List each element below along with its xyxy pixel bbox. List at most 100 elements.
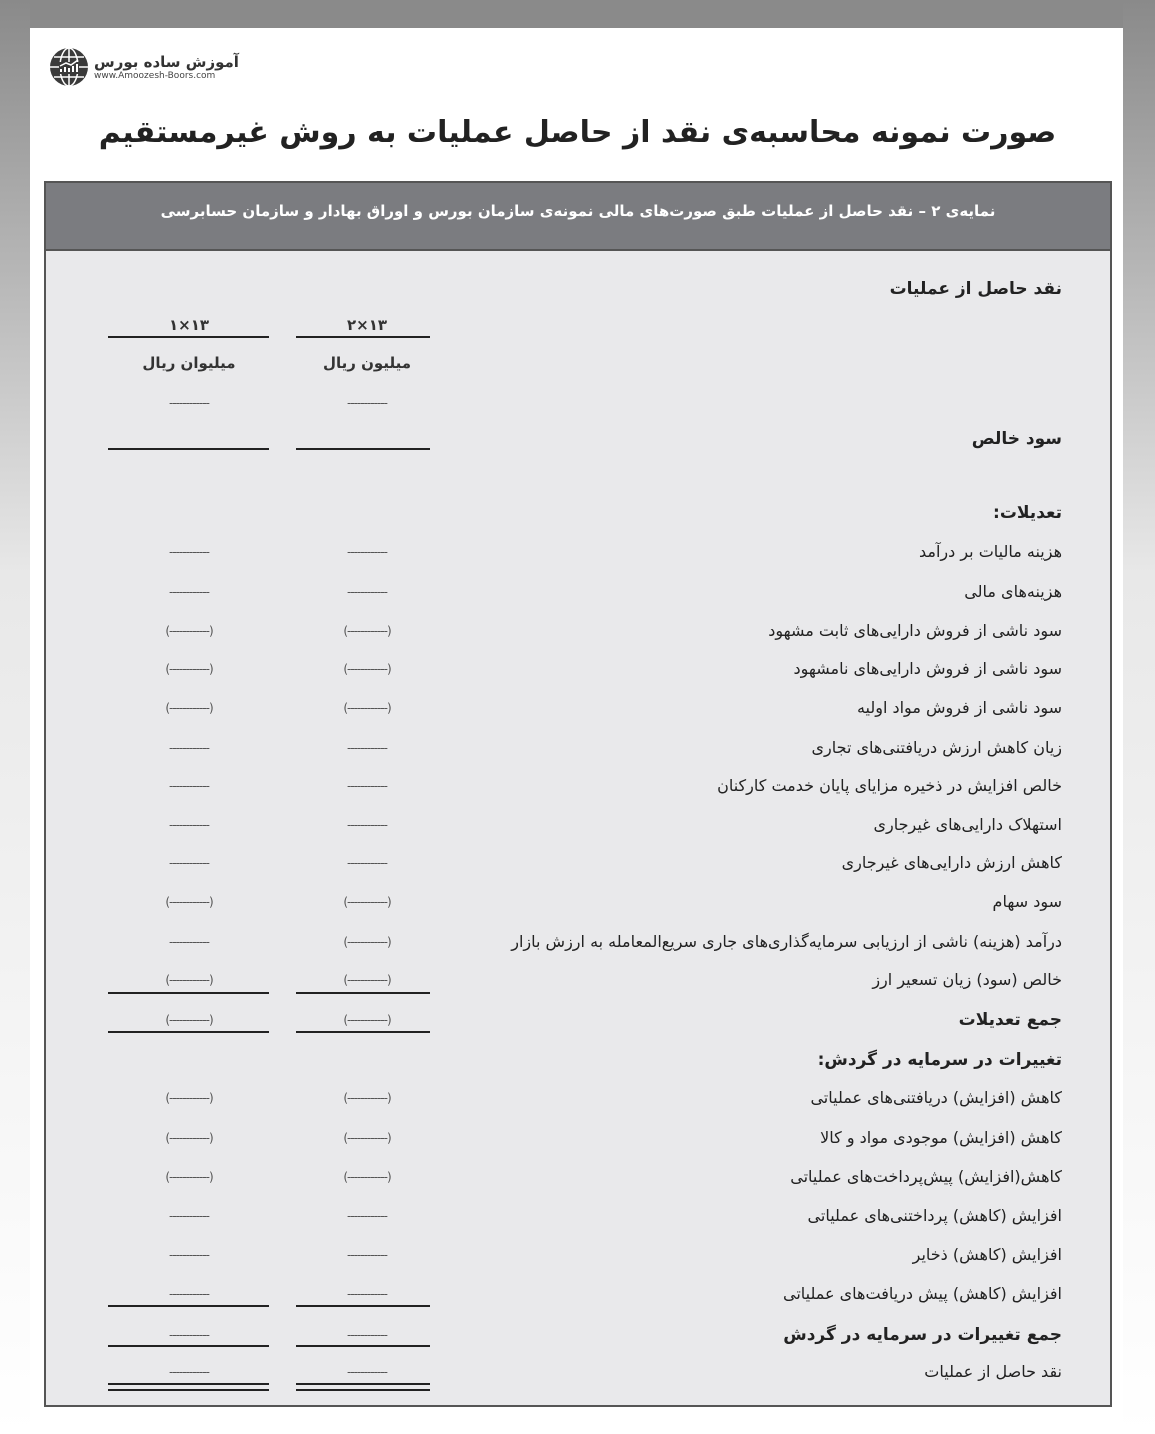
- value-1301: ------------: [169, 545, 210, 559]
- table-row: هزینه مالیات بر درآمد ------------ -------…: [46, 537, 1110, 567]
- value-1302: (------------): [343, 662, 391, 676]
- table-heading-row: نقد حاصل از عملیات: [46, 274, 1110, 304]
- value-1302: ------------: [347, 545, 388, 559]
- value-1301: (------------): [165, 1091, 213, 1105]
- value-1302: (------------): [343, 1013, 391, 1027]
- table-row: سود خالص: [46, 424, 1110, 454]
- underline: [108, 1031, 269, 1033]
- cash-flow-table: نمایه‌ی ۲ – نقد حاصل از عملیات طبق صورت‌…: [44, 181, 1112, 1407]
- underline: [296, 1031, 430, 1033]
- value-1301: ------------: [169, 779, 210, 793]
- value-1301: (------------): [165, 624, 213, 638]
- value-1301: ------------: [169, 1365, 210, 1379]
- column-unit-1301: میلیوان ریال: [142, 354, 236, 372]
- table-row: درآمد (هزینه) ناشی از ارزیابی سرمایه‌گذا…: [46, 927, 1110, 957]
- row-label: سود سهام: [992, 892, 1062, 911]
- row-label: افزایش (کاهش) ذخایر: [912, 1245, 1062, 1264]
- value-1302: ------------: [347, 818, 388, 832]
- row-label: نقد حاصل از عملیات: [924, 1362, 1062, 1381]
- underline: [296, 1305, 430, 1307]
- table-row: افزایش (کاهش) ذخایر ------------ ---------…: [46, 1240, 1110, 1270]
- value-1301: (------------): [165, 662, 213, 676]
- page-title: صورت نمونه محاسبه‌ی نقد از حاصل عملیات ب…: [98, 115, 1057, 150]
- row-label: تعدیلات:: [993, 503, 1062, 523]
- value-1301: (------------): [165, 1131, 213, 1145]
- column-year-1302: ۱۳×۲: [346, 316, 388, 334]
- table-row: خالص (سود) زیان تسعیر ارز (------------) (…: [46, 965, 1110, 995]
- underline: [296, 448, 430, 450]
- table-row: سود ناشی از فروش دارایی‌های ثابت مشهود (-…: [46, 616, 1110, 646]
- value-1301: ------------: [169, 818, 210, 832]
- row-label: جمع تعدیلات: [958, 1010, 1062, 1030]
- value-1302: (------------): [343, 895, 391, 909]
- row-label: کاهش (افزایش) دریافتنی‌های عملیاتی: [810, 1088, 1062, 1107]
- table-row: کاهش (افزایش) دریافتنی‌های عملیاتی (-----…: [46, 1083, 1110, 1113]
- table-row: تعدیلات:: [46, 498, 1110, 528]
- value-1302: ------------: [347, 1287, 388, 1301]
- row-label: سود خالص: [971, 429, 1062, 449]
- value-1301: ------------: [169, 1209, 210, 1223]
- row-label: کاهش(افزایش) پیش‌پرداخت‌های عملیاتی: [790, 1167, 1062, 1186]
- value-1301: (------------): [165, 701, 213, 715]
- table-row: سود ناشی از فروش مواد اولیه (------------…: [46, 693, 1110, 723]
- table-row: استهلاک دارایی‌های غیرجاری ------------ --…: [46, 810, 1110, 840]
- table-row: کاهش(افزایش) پیش‌پرداخت‌های عملیاتی (----…: [46, 1162, 1110, 1192]
- row-label: خالص (سود) زیان تسعیر ارز: [872, 970, 1062, 989]
- table-row: افزایش (کاهش) پیش دریافت‌های عملیاتی ----…: [46, 1279, 1110, 1309]
- value-1301: ------------: [169, 1287, 210, 1301]
- value-1301: (------------): [165, 1013, 213, 1027]
- value-1301: (------------): [165, 1170, 213, 1184]
- row-label: تغییرات در سرمایه در گردش:: [817, 1050, 1062, 1070]
- logo: آموزش ساده بورس www.Amoozesh-Boors.com: [48, 46, 239, 88]
- table-row: جمع تعدیلات (------------) (------------): [46, 1005, 1110, 1035]
- row-label: درآمد (هزینه) ناشی از ارزیابی سرمایه‌گذا…: [511, 932, 1062, 951]
- table-caption: نمایه‌ی ۲ – نقد حاصل از عملیات طبق صورت‌…: [46, 183, 1110, 251]
- value-1302: (------------): [343, 935, 391, 949]
- row-label: سود ناشی از فروش دارایی‌های نامشهود: [793, 659, 1062, 678]
- value-1302: (------------): [343, 701, 391, 715]
- value-1302: (------------): [343, 973, 391, 987]
- value-1301: ------------: [169, 585, 210, 599]
- logo-url: www.Amoozesh-Boors.com: [94, 71, 216, 81]
- value-1302: ------------: [347, 396, 388, 410]
- column-divider: [108, 336, 269, 338]
- value-1302: ------------: [347, 1248, 388, 1262]
- row-label: زیان کاهش ارزش دریافتنی‌های تجاری: [811, 738, 1062, 757]
- value-1301: ------------: [169, 1248, 210, 1262]
- value-1302: ------------: [347, 1365, 388, 1379]
- table-row: نقد حاصل از عملیات ------------ ----------…: [46, 1357, 1110, 1387]
- underline: [108, 1305, 269, 1307]
- underline: [296, 1345, 430, 1347]
- table-heading: نقد حاصل از عملیات: [889, 279, 1062, 299]
- table-row: کاهش (افزایش) موجودی مواد و کالا (-------…: [46, 1123, 1110, 1153]
- value-1302: (------------): [343, 1091, 391, 1105]
- table-row: ------------ ------------: [46, 388, 1110, 418]
- value-1301: ------------: [169, 396, 210, 410]
- value-1302: ------------: [347, 585, 388, 599]
- value-1302: (------------): [343, 1131, 391, 1145]
- unit-header-row: میلیون ریال میلیوان ریال: [46, 348, 1110, 378]
- value-1301: ------------: [169, 856, 210, 870]
- year-header-row: ۱۳×۲ ۱۳×۱: [46, 310, 1110, 340]
- row-label: جمع تغییرات در سرمایه در گردش: [783, 1325, 1062, 1345]
- underline: [296, 992, 430, 994]
- logo-name: آموزش ساده بورس: [94, 53, 239, 71]
- table-row: سود ناشی از فروش دارایی‌های نامشهود (----…: [46, 654, 1110, 684]
- value-1301: ------------: [169, 741, 210, 755]
- table-row: هزینه‌های مالی ------------ ------------: [46, 577, 1110, 607]
- row-label: استهلاک دارایی‌های غیرجاری: [873, 815, 1063, 834]
- value-1302: ------------: [347, 1328, 388, 1342]
- value-1301: (------------): [165, 895, 213, 909]
- table-row: تغییرات در سرمایه در گردش:: [46, 1045, 1110, 1075]
- value-1302: (------------): [343, 624, 391, 638]
- row-label: هزینه مالیات بر درآمد: [918, 542, 1062, 561]
- value-1302: ------------: [347, 856, 388, 870]
- table-row: سود سهام (------------) (------------): [46, 887, 1110, 917]
- value-1301: ------------: [169, 1328, 210, 1342]
- row-label: سود ناشی از فروش مواد اولیه: [856, 698, 1062, 717]
- row-label: سود ناشی از فروش دارایی‌های ثابت مشهود: [768, 621, 1062, 640]
- double-underline: [108, 1383, 269, 1391]
- underline: [108, 1345, 269, 1347]
- globe-chart-icon: [50, 47, 88, 87]
- double-underline: [296, 1383, 430, 1391]
